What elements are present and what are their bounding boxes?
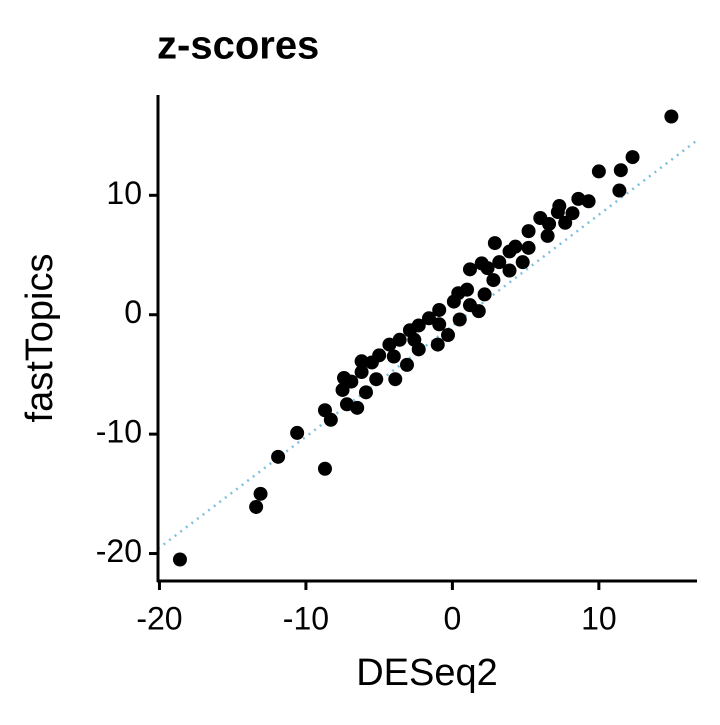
point <box>515 255 530 270</box>
plot-area <box>157 109 698 567</box>
point <box>521 224 536 239</box>
point <box>317 461 332 476</box>
point <box>432 317 447 332</box>
x-tick-label: -20 <box>136 600 182 636</box>
chart-title: z-scores <box>157 24 319 68</box>
point <box>521 240 536 255</box>
point <box>471 304 486 319</box>
point <box>432 302 447 317</box>
point <box>612 183 627 198</box>
point <box>625 150 640 165</box>
point <box>430 337 445 352</box>
point <box>441 328 456 343</box>
point <box>386 349 401 364</box>
x-tick-label: -10 <box>283 600 329 636</box>
point <box>399 357 414 372</box>
point <box>253 486 268 501</box>
point <box>477 287 492 302</box>
y-tick-label: 0 <box>124 294 142 330</box>
point <box>358 385 373 400</box>
point <box>354 354 369 369</box>
point <box>502 263 517 278</box>
point <box>462 262 477 277</box>
point <box>487 236 502 251</box>
point <box>382 337 397 352</box>
point <box>388 372 403 387</box>
point <box>249 499 264 514</box>
point <box>571 191 586 206</box>
point <box>502 244 517 259</box>
point <box>492 255 507 270</box>
point <box>354 365 369 380</box>
y-tick-label: 10 <box>106 175 142 211</box>
point <box>335 382 350 397</box>
point <box>613 163 628 178</box>
y-tick-label: -10 <box>96 414 142 450</box>
point <box>290 425 305 440</box>
point <box>474 256 489 271</box>
point <box>271 449 286 464</box>
point <box>407 332 422 347</box>
point <box>323 412 338 427</box>
point <box>446 294 461 309</box>
point <box>565 206 580 221</box>
point <box>369 372 384 387</box>
point <box>350 400 365 415</box>
point <box>664 109 679 124</box>
point <box>591 164 606 179</box>
reference-line <box>157 139 698 550</box>
point <box>540 228 555 243</box>
point <box>337 371 352 386</box>
point <box>421 311 436 326</box>
point <box>452 312 467 327</box>
x-tick-label: 0 <box>444 600 462 636</box>
point <box>172 552 187 567</box>
x-tick-label: 10 <box>581 600 617 636</box>
point <box>364 355 379 370</box>
point <box>550 205 565 220</box>
point <box>558 215 573 230</box>
y-axis-label: fastTopics <box>19 254 61 423</box>
point <box>542 216 557 231</box>
x-axis-label: DESeq2 <box>356 652 498 694</box>
y-tick-label: -20 <box>96 533 142 569</box>
point <box>486 273 501 288</box>
